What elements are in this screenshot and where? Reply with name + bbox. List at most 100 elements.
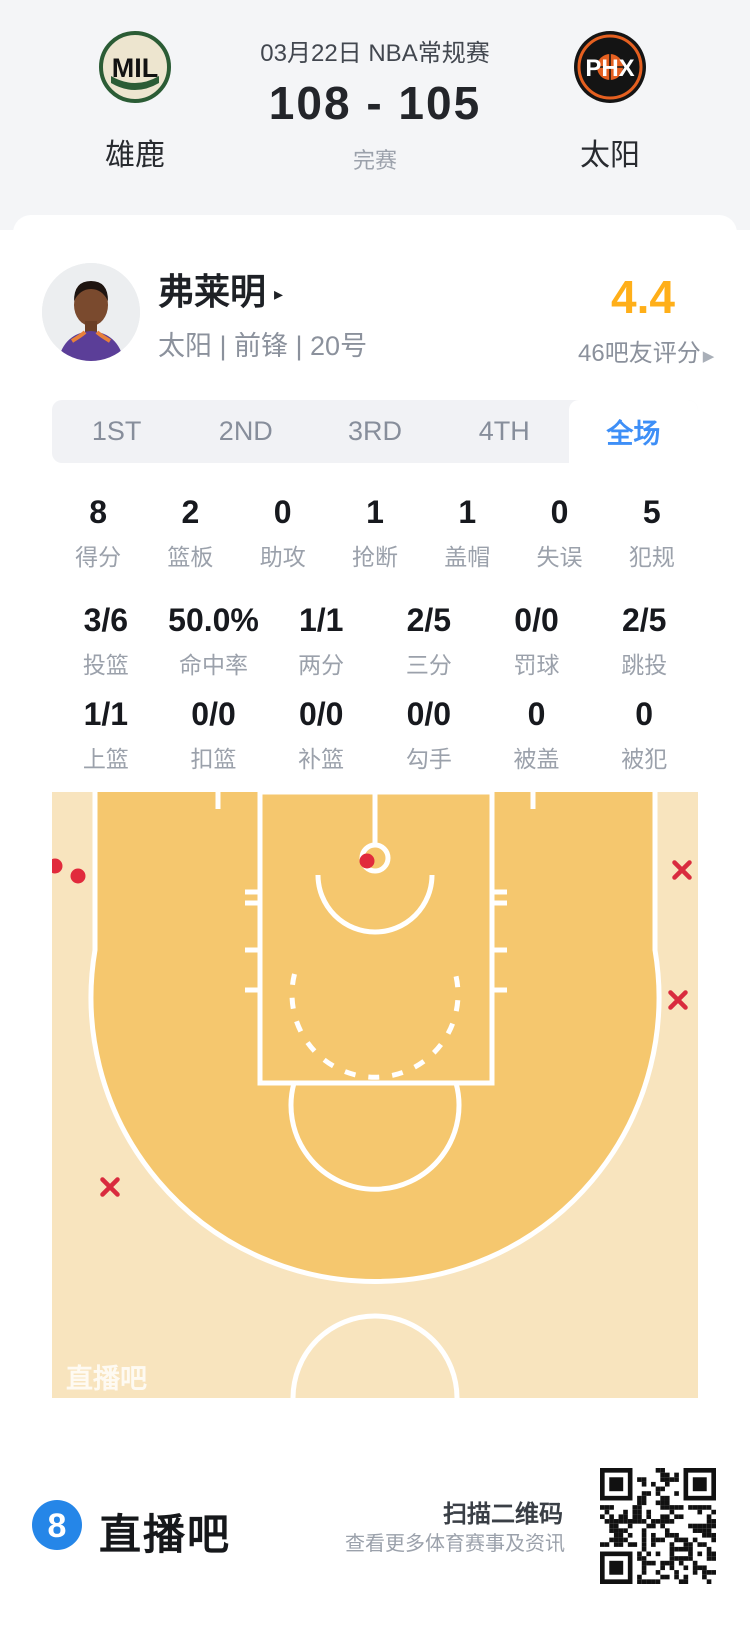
stat-失误: 0 失误 bbox=[513, 492, 605, 572]
stat-value: 50.0% bbox=[168, 602, 259, 638]
stat-label: 得分 bbox=[75, 544, 122, 570]
rating-block[interactable]: 4.4 46吧友评分 ▶ bbox=[578, 271, 715, 368]
stat-value: 1 bbox=[458, 494, 477, 530]
free-throw-circle-dashed bbox=[289, 973, 461, 1080]
scan-qr-title: 扫描二维码 bbox=[443, 1501, 563, 1528]
stat-label: 罚球 bbox=[513, 652, 560, 678]
restricted-arc bbox=[315, 874, 435, 935]
stat-label: 两分 bbox=[298, 652, 345, 678]
stat-label: 被盖 bbox=[513, 746, 560, 772]
stat-跳投: 2/5 跳投 bbox=[590, 600, 698, 680]
away-team-logo[interactable]: PHX bbox=[573, 30, 647, 104]
shot-markers bbox=[52, 853, 692, 1197]
stat-value: 3/6 bbox=[83, 602, 129, 638]
three-point-line bbox=[88, 792, 662, 1284]
stat-value: 2/5 bbox=[621, 602, 667, 638]
stat-value: 5 bbox=[642, 494, 661, 530]
player-meta: 太阳 | 前锋 | 20号 bbox=[158, 331, 368, 361]
stat-抢断: 1 抢断 bbox=[329, 492, 421, 572]
made-shot-marker bbox=[52, 858, 63, 874]
free-throw-circle-solid bbox=[288, 1082, 462, 1192]
stat-扣篮: 0/0 扣篮 bbox=[160, 694, 268, 774]
stat-label: 补篮 bbox=[298, 746, 345, 772]
stat-label: 上篮 bbox=[82, 746, 129, 772]
tab-1ST[interactable]: 1ST bbox=[91, 416, 142, 446]
stat-label: 抢断 bbox=[351, 544, 398, 570]
stat-label: 失误 bbox=[536, 544, 583, 570]
stat-犯规: 5 犯规 bbox=[606, 492, 698, 572]
footer-brand: 直播吧 bbox=[99, 1511, 232, 1558]
stat-value: 0/0 bbox=[514, 602, 559, 638]
stat-value: 1/1 bbox=[298, 602, 344, 638]
home-team-logo[interactable]: MIL bbox=[98, 30, 172, 104]
stat-value: 1/1 bbox=[83, 696, 129, 732]
stat-label: 投篮 bbox=[82, 652, 129, 678]
stats-row-detail: 1/1 上篮 0/0 扣篮 0/0 补篮 0/0 勾手 0 被盖 0 被犯 bbox=[52, 694, 698, 774]
stat-命中率: 50.0% 命中率 bbox=[160, 600, 268, 680]
stat-label: 命中率 bbox=[179, 652, 248, 678]
stat-value: 2/5 bbox=[406, 602, 452, 638]
stat-label: 扣篮 bbox=[190, 746, 237, 772]
stat-value: 0/0 bbox=[191, 696, 236, 732]
tab-2ND[interactable]: 2ND bbox=[218, 416, 273, 446]
stat-补篮: 0/0 补篮 bbox=[267, 694, 375, 774]
svg-text:MIL: MIL bbox=[112, 53, 159, 83]
player-avatar[interactable] bbox=[42, 263, 140, 361]
player-name[interactable]: 弗莱明 ▸ bbox=[158, 272, 283, 314]
stat-label: 盖帽 bbox=[444, 544, 491, 570]
match-title: 03月22日 NBA常规赛 bbox=[260, 40, 490, 67]
made-shot-marker bbox=[70, 868, 86, 884]
stat-得分: 8 得分 bbox=[52, 492, 144, 572]
away-team-name[interactable]: 太阳 bbox=[580, 139, 640, 172]
antler-swoosh-icon bbox=[111, 76, 159, 90]
zhibo8-logo-icon: 8 bbox=[32, 1500, 82, 1550]
shot-chart-court: 直播吧 bbox=[52, 792, 698, 1398]
stat-投篮: 3/6 投篮 bbox=[52, 600, 160, 680]
missed-shot-marker bbox=[672, 860, 692, 880]
stat-勾手: 0/0 勾手 bbox=[375, 694, 483, 774]
stat-label: 跳投 bbox=[621, 652, 668, 678]
rating-caption: 46吧友评分 ▶ bbox=[578, 340, 715, 367]
tab-4TH[interactable]: 4TH bbox=[478, 416, 530, 446]
quarter-tabs: 1ST 2ND 3RD 4TH 全场 bbox=[52, 400, 699, 463]
match-status: 完赛 bbox=[352, 148, 397, 173]
stat-value: 0 bbox=[550, 494, 569, 530]
stat-label: 犯规 bbox=[628, 544, 675, 570]
match-score: 108 - 105 bbox=[268, 77, 482, 129]
stat-盖帽: 1 盖帽 bbox=[421, 492, 513, 572]
court-watermark: 直播吧 bbox=[66, 1364, 147, 1394]
expand-arrow-icon: ▸ bbox=[274, 284, 284, 304]
stat-两分: 1/1 两分 bbox=[267, 600, 375, 680]
stat-label: 篮板 bbox=[167, 544, 214, 570]
qr-code bbox=[600, 1468, 716, 1584]
stat-被犯: 0 被犯 bbox=[590, 694, 698, 774]
stats-row-main: 8 得分 2 篮板 0 助攻 1 抢断 1 盖帽 0 失误 5 犯规 bbox=[52, 492, 698, 572]
stat-助攻: 0 助攻 bbox=[237, 492, 329, 572]
stat-被盖: 0 被盖 bbox=[483, 694, 591, 774]
stats-row-shooting: 3/6 投篮 50.0% 命中率 1/1 两分 2/5 三分 0/0 罚球 2/5 跳投 bbox=[52, 600, 698, 680]
lane-hash-marks bbox=[245, 889, 507, 993]
stat-value: 8 bbox=[89, 494, 108, 530]
stat-三分: 2/5 三分 bbox=[375, 600, 483, 680]
tab-3RD[interactable]: 3RD bbox=[348, 416, 403, 446]
stat-label: 勾手 bbox=[405, 746, 452, 772]
stat-label: 三分 bbox=[405, 652, 452, 678]
player-photo-icon bbox=[42, 263, 140, 361]
home-team-name[interactable]: 雄鹿 bbox=[105, 139, 165, 172]
scan-qr-subtitle: 查看更多体育赛事及资讯 bbox=[345, 1533, 565, 1555]
tab-全场[interactable]: 全场 bbox=[568, 400, 699, 463]
stat-value: 0/0 bbox=[298, 696, 344, 732]
missed-shot-marker bbox=[100, 1177, 120, 1197]
stat-value: 0 bbox=[635, 696, 654, 732]
stat-value: 0/0 bbox=[406, 696, 452, 732]
half-court-circle bbox=[290, 1313, 460, 1398]
stat-label: 助攻 bbox=[259, 544, 306, 570]
svg-text:8: 8 bbox=[48, 1507, 67, 1545]
stat-value: 0 bbox=[527, 696, 546, 732]
rating-value: 4.4 bbox=[611, 271, 675, 323]
rating-arrow-icon: ▶ bbox=[702, 348, 715, 365]
stat-篮板: 2 篮板 bbox=[144, 492, 236, 572]
stat-value: 0 bbox=[273, 494, 292, 530]
player-name-text: 弗莱明 bbox=[158, 271, 267, 312]
